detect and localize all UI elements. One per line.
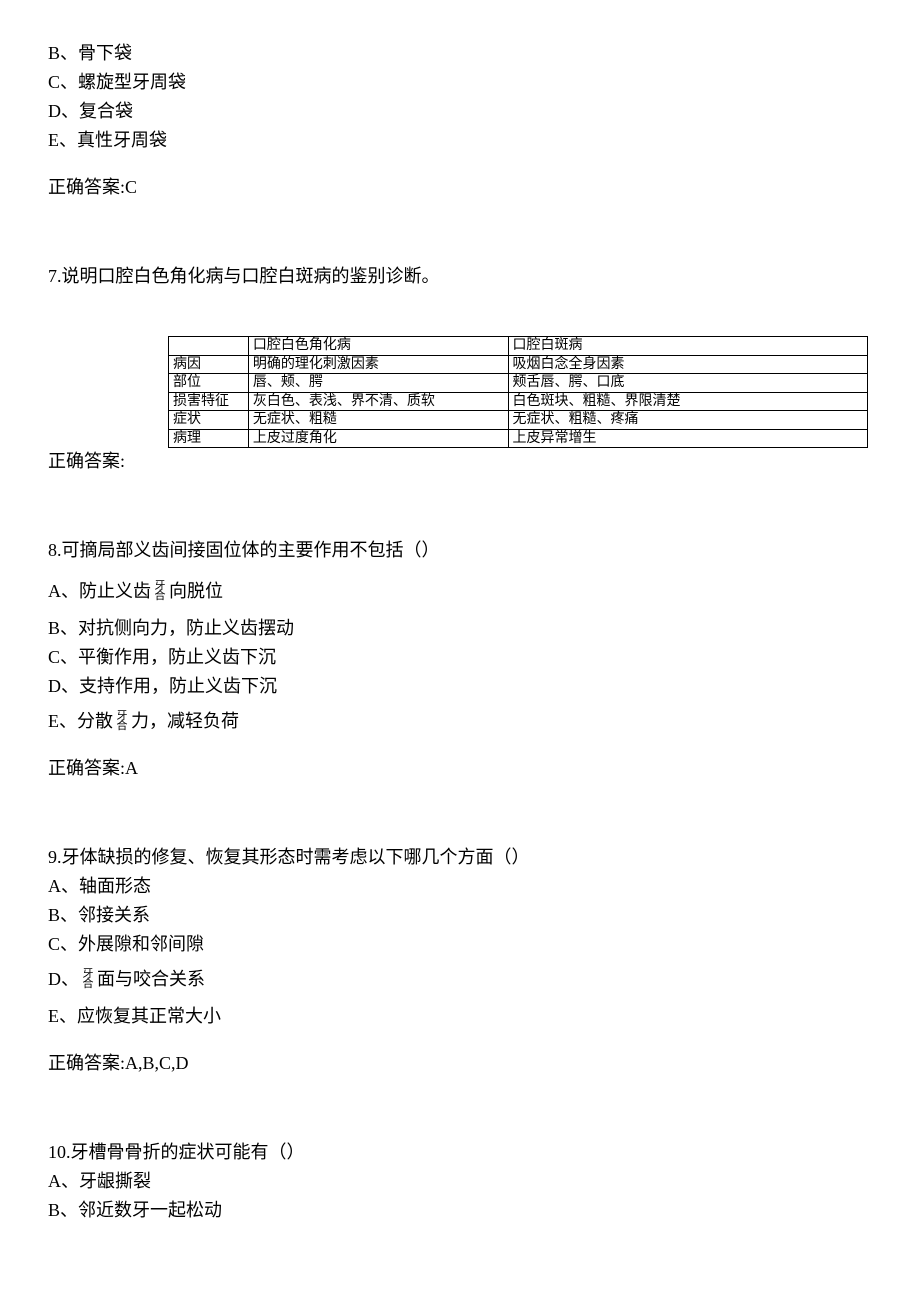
- q8-option-b: B、对抗侧向力，防止义齿摆动: [48, 615, 872, 642]
- q8-option-c: C、平衡作用，防止义齿下沉: [48, 644, 872, 671]
- q9-option-c: C、外展隙和邻间隙: [48, 931, 872, 958]
- q9-option-e: E、应恢复其正常大小: [48, 1003, 872, 1030]
- he-glyph-icon: 牙合: [113, 711, 131, 731]
- q9-answer: 正确答案:A,B,C,D: [48, 1050, 872, 1077]
- q8-stem: 8.可摘局部义齿间接固位体的主要作用不包括（）: [48, 537, 872, 564]
- q7-stem: 7.说明口腔白色角化病与口腔白斑病的鉴别诊断。: [48, 263, 872, 290]
- he-glyph-icon: 牙合: [79, 969, 97, 989]
- cell: 明确的理化刺激因素: [248, 355, 508, 374]
- table-row: 症状 无症状、粗糙 无症状、粗糙、疼痛: [169, 411, 868, 430]
- q6-answer: 正确答案:C: [48, 174, 872, 201]
- q8-a-post: 向脱位: [169, 581, 223, 601]
- table-row: 损害特征 灰白色、表浅、界不清、质软 白色斑块、粗糙、界限清楚: [169, 392, 868, 411]
- cell: 灰白色、表浅、界不清、质软: [248, 392, 508, 411]
- cell-header-b: 口腔白斑病: [508, 337, 867, 356]
- cell: 病理: [169, 429, 249, 448]
- cell: 上皮异常增生: [508, 429, 867, 448]
- q8-option-a: A、防止义齿牙合向脱位: [48, 578, 872, 605]
- q9-d-pre: D、: [48, 969, 79, 989]
- q8-e-pre: E、分散: [48, 711, 113, 731]
- q8-option-e: E、分散牙合力，减轻负荷: [48, 708, 872, 735]
- cell-header-a: 口腔白色角化病: [248, 337, 508, 356]
- cell-blank: [169, 337, 249, 356]
- q8-e-post: 力，减轻负荷: [131, 711, 239, 731]
- q6-option-d: D、复合袋: [48, 98, 872, 125]
- he-glyph-icon: 牙合: [151, 581, 169, 601]
- q9-option-b: B、邻接关系: [48, 902, 872, 929]
- q9-d-post: 面与咬合关系: [97, 969, 205, 989]
- q7-table: 口腔白色角化病 口腔白斑病 病因 明确的理化刺激因素 吸烟白念全身因素 部位 唇…: [168, 336, 868, 448]
- q10-stem: 10.牙槽骨骨折的症状可能有（）: [48, 1139, 872, 1166]
- cell: 唇、颊、腭: [248, 374, 508, 393]
- cell: 上皮过度角化: [248, 429, 508, 448]
- q9-option-a: A、轴面形态: [48, 873, 872, 900]
- cell: 颊舌唇、腭、口底: [508, 374, 867, 393]
- table-row: 病因 明确的理化刺激因素 吸烟白念全身因素: [169, 355, 868, 374]
- cell: 白色斑块、粗糙、界限清楚: [508, 392, 867, 411]
- q10-option-b: B、邻近数牙一起松动: [48, 1197, 872, 1224]
- table-row: 口腔白色角化病 口腔白斑病: [169, 337, 868, 356]
- q9-option-d: D、牙合面与咬合关系: [48, 966, 872, 993]
- q7-answer: 正确答案:: [48, 448, 872, 475]
- cell: 症状: [169, 411, 249, 430]
- cell: 部位: [169, 374, 249, 393]
- q8-answer: 正确答案:A: [48, 755, 872, 782]
- cell: 吸烟白念全身因素: [508, 355, 867, 374]
- q6-option-b: B、骨下袋: [48, 40, 872, 67]
- q8-option-d: D、支持作用，防止义齿下沉: [48, 673, 872, 700]
- cell: 损害特征: [169, 392, 249, 411]
- q8-a-pre: A、防止义齿: [48, 581, 151, 601]
- cell: 无症状、粗糙: [248, 411, 508, 430]
- cell: 无症状、粗糙、疼痛: [508, 411, 867, 430]
- q6-option-c: C、螺旋型牙周袋: [48, 69, 872, 96]
- table-row: 病理 上皮过度角化 上皮异常增生: [169, 429, 868, 448]
- table-row: 部位 唇、颊、腭 颊舌唇、腭、口底: [169, 374, 868, 393]
- q6-option-e: E、真性牙周袋: [48, 127, 872, 154]
- cell: 病因: [169, 355, 249, 374]
- q10-option-a: A、牙龈撕裂: [48, 1168, 872, 1195]
- q9-stem: 9.牙体缺损的修复、恢复其形态时需考虑以下哪几个方面（）: [48, 844, 872, 871]
- q7-table-wrap: 口腔白色角化病 口腔白斑病 病因 明确的理化刺激因素 吸烟白念全身因素 部位 唇…: [168, 336, 862, 448]
